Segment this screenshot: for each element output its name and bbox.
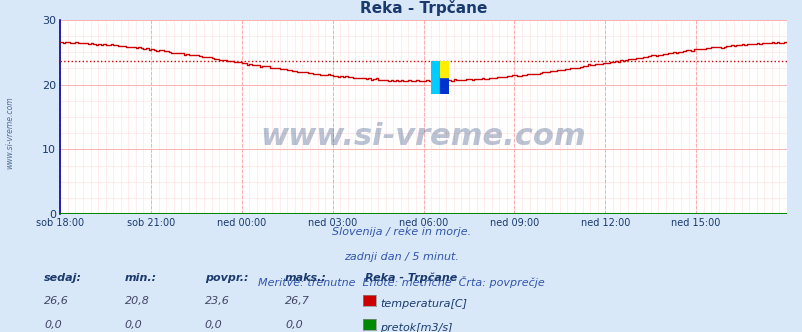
Text: pretok[m3/s]: pretok[m3/s] — [379, 323, 452, 332]
Bar — [439, 60, 448, 94]
Text: min.:: min.: — [124, 273, 156, 283]
Text: maks.:: maks.: — [285, 273, 326, 283]
Text: 0,0: 0,0 — [285, 320, 302, 330]
Text: 0,0: 0,0 — [124, 320, 142, 330]
Text: Meritve: trenutne  Enote: metrične  Črta: povprečje: Meritve: trenutne Enote: metrične Črta: … — [257, 276, 545, 288]
Text: sedaj:: sedaj: — [44, 273, 82, 283]
Bar — [431, 60, 439, 94]
Text: www.si-vreme.com: www.si-vreme.com — [5, 97, 14, 169]
Text: 26,7: 26,7 — [285, 296, 310, 306]
Text: povpr.:: povpr.: — [205, 273, 248, 283]
Text: Reka - Trpčane: Reka - Trpčane — [365, 272, 457, 283]
Text: 0,0: 0,0 — [44, 320, 62, 330]
Title: Reka - Trpčane: Reka - Trpčane — [359, 0, 487, 16]
Text: 23,6: 23,6 — [205, 296, 229, 306]
Text: temperatura[C]: temperatura[C] — [379, 299, 466, 309]
Text: 20,8: 20,8 — [124, 296, 149, 306]
Text: zadnji dan / 5 minut.: zadnji dan / 5 minut. — [343, 252, 459, 262]
Text: 26,6: 26,6 — [44, 296, 69, 306]
Text: Slovenija / reke in morje.: Slovenija / reke in morje. — [331, 227, 471, 237]
Bar — [439, 60, 448, 77]
Text: www.si-vreme.com: www.si-vreme.com — [261, 122, 585, 151]
Text: 0,0: 0,0 — [205, 320, 222, 330]
